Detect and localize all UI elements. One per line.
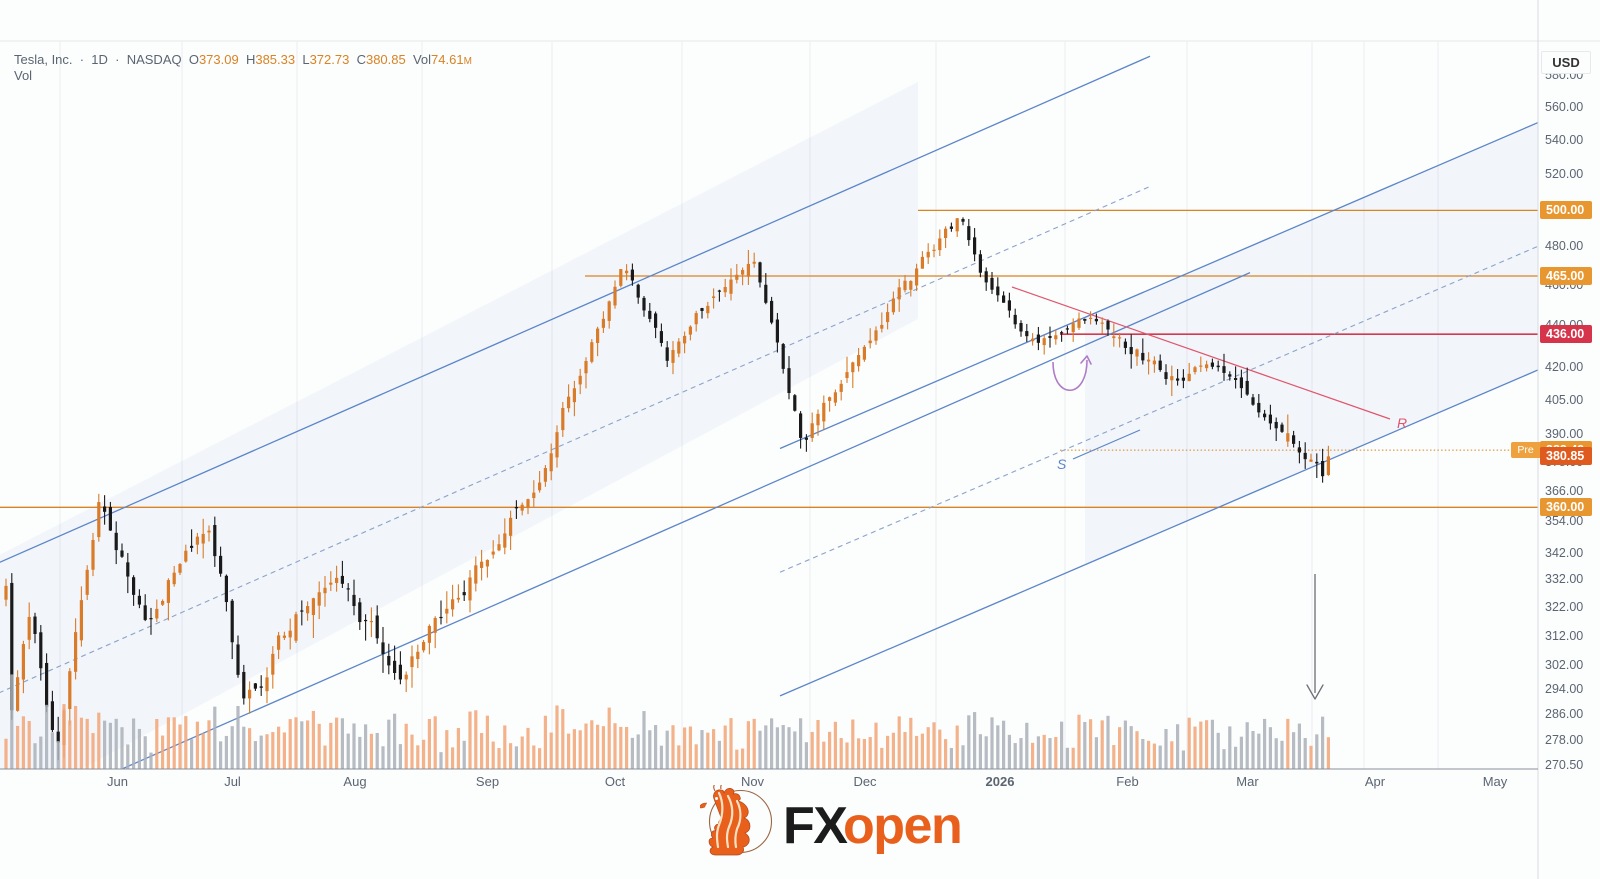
svg-text:open: open (843, 797, 960, 855)
svg-text:FX: FX (783, 797, 848, 855)
svg-text:S: S (1057, 456, 1067, 472)
svg-text:R: R (1397, 415, 1407, 431)
